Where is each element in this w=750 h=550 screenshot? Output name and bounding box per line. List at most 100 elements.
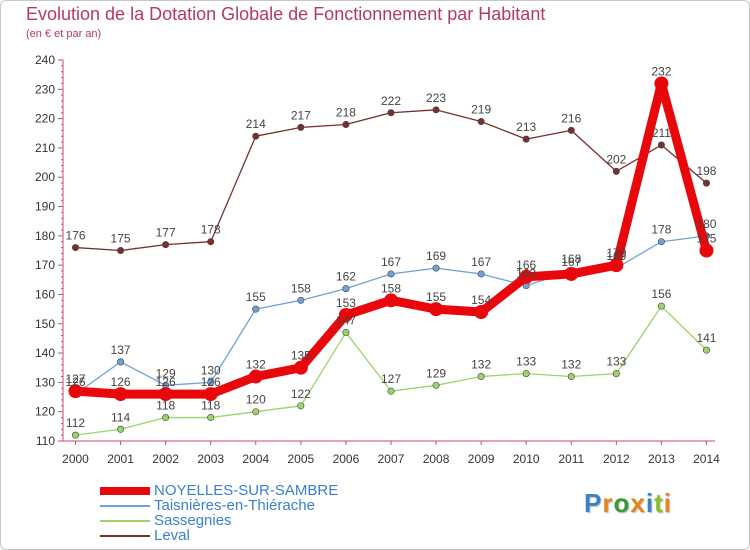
data-label: 158 xyxy=(381,281,401,295)
data-point xyxy=(474,305,489,320)
x-tick-label: 2005 xyxy=(287,452,314,466)
y-tick-label: 130 xyxy=(35,375,55,389)
data-label: 166 xyxy=(516,258,536,272)
y-tick-label: 200 xyxy=(35,170,55,184)
legend-label: Leval xyxy=(154,527,190,544)
data-point xyxy=(387,270,395,278)
data-label: 168 xyxy=(561,252,581,266)
x-tick-label: 2006 xyxy=(333,452,360,466)
data-point xyxy=(207,238,215,246)
data-point xyxy=(612,167,620,175)
data-label: 114 xyxy=(111,410,130,424)
data-point xyxy=(657,302,665,310)
data-point xyxy=(387,387,395,395)
data-point xyxy=(207,414,215,422)
data-point xyxy=(248,369,263,384)
data-label: 126 xyxy=(201,375,221,389)
data-point xyxy=(519,269,534,284)
data-label: 180 xyxy=(696,217,716,231)
data-label: 154 xyxy=(471,293,491,307)
data-label: 163 xyxy=(516,267,536,281)
data-point xyxy=(117,425,125,433)
legend-swatch xyxy=(100,535,150,537)
data-point xyxy=(158,387,173,402)
y-tick-label: 140 xyxy=(35,346,55,360)
data-label: 126 xyxy=(156,375,176,389)
data-label: 175 xyxy=(696,232,716,246)
data-point xyxy=(113,387,128,402)
data-label: 130 xyxy=(201,363,221,377)
legend-swatch xyxy=(100,487,150,495)
legend-swatch xyxy=(100,505,150,507)
data-point xyxy=(162,414,170,422)
y-tick-label: 120 xyxy=(35,405,55,419)
data-label: 127 xyxy=(381,372,401,386)
data-point xyxy=(297,296,305,304)
y-tick-label: 110 xyxy=(36,434,55,448)
data-point xyxy=(162,241,170,249)
data-label: 137 xyxy=(111,343,131,357)
data-label: 169 xyxy=(426,249,446,263)
data-point xyxy=(68,384,83,399)
x-tick-label: 2002 xyxy=(152,452,179,466)
data-point xyxy=(654,76,669,91)
data-label: 155 xyxy=(246,290,266,304)
data-label: 223 xyxy=(426,91,446,105)
data-point xyxy=(297,123,305,131)
data-label: 217 xyxy=(291,108,311,122)
data-point xyxy=(72,244,80,252)
x-tick-label: 2001 xyxy=(107,452,134,466)
data-label: 211 xyxy=(652,126,671,140)
data-label: 222 xyxy=(381,94,401,108)
data-label: 218 xyxy=(336,105,356,119)
x-tick-label: 2008 xyxy=(423,452,450,466)
x-tick-label: 2010 xyxy=(513,452,540,466)
x-tick-label: 2000 xyxy=(62,452,89,466)
data-label: 126 xyxy=(65,375,85,389)
data-point xyxy=(252,305,260,313)
data-label: 133 xyxy=(516,355,536,369)
data-point xyxy=(567,373,575,381)
data-label: 133 xyxy=(606,355,626,369)
data-point xyxy=(477,270,485,278)
data-label: 118 xyxy=(156,399,175,413)
data-label: 170 xyxy=(606,246,626,260)
data-point xyxy=(342,285,350,293)
chart-subtitle: (en € et par an) xyxy=(26,28,102,40)
data-label: 120 xyxy=(246,393,266,407)
data-label: 169 xyxy=(606,249,626,263)
data-point xyxy=(612,370,620,378)
data-label: 202 xyxy=(606,152,626,166)
y-tick-label: 230 xyxy=(35,82,55,96)
data-point xyxy=(522,370,530,378)
data-point xyxy=(117,247,125,255)
data-point xyxy=(564,266,579,281)
data-point xyxy=(657,141,665,149)
data-point xyxy=(342,120,350,128)
data-label: 135 xyxy=(291,349,311,363)
y-tick-label: 150 xyxy=(35,317,55,331)
data-label: 178 xyxy=(651,223,671,237)
data-label: 213 xyxy=(516,120,536,134)
data-point xyxy=(297,402,305,410)
y-tick-label: 190 xyxy=(35,200,55,214)
data-label: 129 xyxy=(426,366,446,380)
data-label: 198 xyxy=(696,164,716,178)
data-label: 214 xyxy=(246,117,266,131)
data-point xyxy=(252,132,260,140)
y-tick-label: 160 xyxy=(35,287,55,301)
x-tick-label: 2007 xyxy=(378,452,405,466)
data-label: 178 xyxy=(201,223,221,237)
data-point xyxy=(383,293,398,308)
data-point xyxy=(72,431,80,439)
y-tick-label: 170 xyxy=(35,258,55,272)
data-point xyxy=(432,106,440,114)
data-point xyxy=(699,243,714,258)
data-label: 177 xyxy=(156,226,176,240)
data-point xyxy=(293,360,308,375)
y-tick-label: 220 xyxy=(35,112,55,126)
data-point xyxy=(117,358,125,366)
data-label: 132 xyxy=(561,358,581,372)
data-label: 112 xyxy=(66,416,85,430)
data-label: 153 xyxy=(336,296,356,310)
